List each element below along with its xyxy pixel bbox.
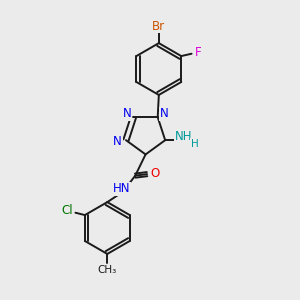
Text: NH: NH [175, 130, 193, 143]
Text: HN: HN [113, 182, 130, 195]
Text: N: N [113, 135, 122, 148]
Text: CH₃: CH₃ [98, 265, 117, 275]
Text: F: F [195, 46, 202, 59]
Text: Br: Br [152, 20, 165, 32]
Text: Cl: Cl [61, 205, 73, 218]
Text: N: N [123, 107, 131, 120]
Text: O: O [150, 167, 160, 180]
Text: N: N [160, 107, 169, 120]
Text: H: H [191, 139, 199, 149]
